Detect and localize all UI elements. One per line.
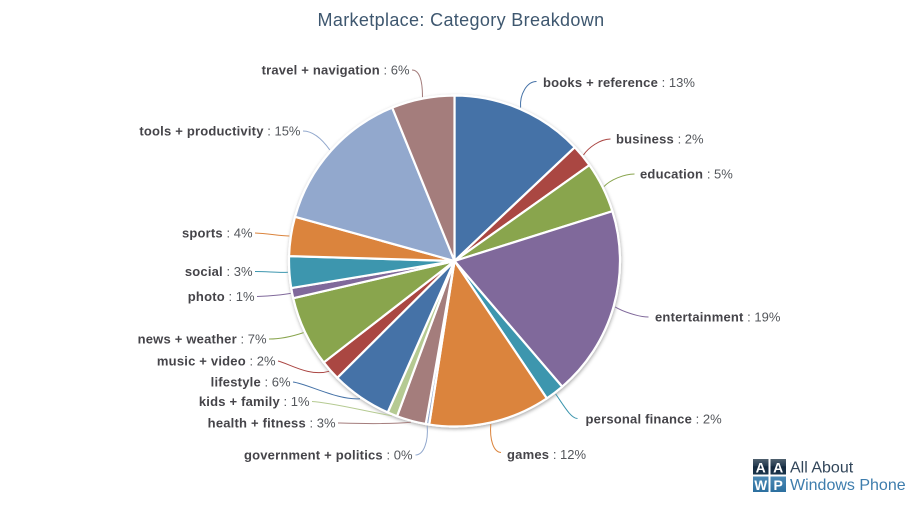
svg-text:A: A bbox=[773, 459, 783, 475]
svg-text:games : 12%: games : 12% bbox=[507, 447, 586, 462]
svg-text:P: P bbox=[774, 477, 783, 493]
svg-text:social : 3%: social : 3% bbox=[185, 264, 253, 279]
svg-text:travel + navigation : 6%: travel + navigation : 6% bbox=[262, 63, 410, 78]
svg-text:Windows Phone: Windows Phone bbox=[790, 477, 906, 494]
svg-text:kids + family : 1%: kids + family : 1% bbox=[199, 394, 310, 409]
svg-text:personal finance : 2%: personal finance : 2% bbox=[586, 412, 723, 427]
svg-text:lifestyle : 6%: lifestyle : 6% bbox=[211, 375, 291, 390]
svg-text:education : 5%: education : 5% bbox=[640, 167, 733, 182]
svg-text:health + fitness : 3%: health + fitness : 3% bbox=[208, 416, 336, 431]
svg-text:photo : 1%: photo : 1% bbox=[188, 289, 255, 304]
svg-text:government + politics : 0%: government + politics : 0% bbox=[244, 448, 413, 463]
svg-text:W: W bbox=[754, 478, 767, 493]
svg-text:entertainment : 19%: entertainment : 19% bbox=[655, 310, 781, 325]
svg-text:Marketplace: Category Breakdow: Marketplace: Category Breakdown bbox=[318, 10, 605, 30]
svg-text:news + weather : 7%: news + weather : 7% bbox=[138, 332, 267, 347]
svg-text:All About: All About bbox=[790, 460, 854, 477]
svg-text:tools + productivity : 15%: tools + productivity : 15% bbox=[139, 124, 301, 139]
svg-text:books + reference : 13%: books + reference : 13% bbox=[543, 75, 695, 90]
svg-text:music + video : 2%: music + video : 2% bbox=[157, 354, 276, 369]
svg-text:A: A bbox=[756, 459, 766, 475]
svg-text:business : 2%: business : 2% bbox=[616, 132, 704, 147]
svg-text:sports : 4%: sports : 4% bbox=[182, 226, 253, 241]
